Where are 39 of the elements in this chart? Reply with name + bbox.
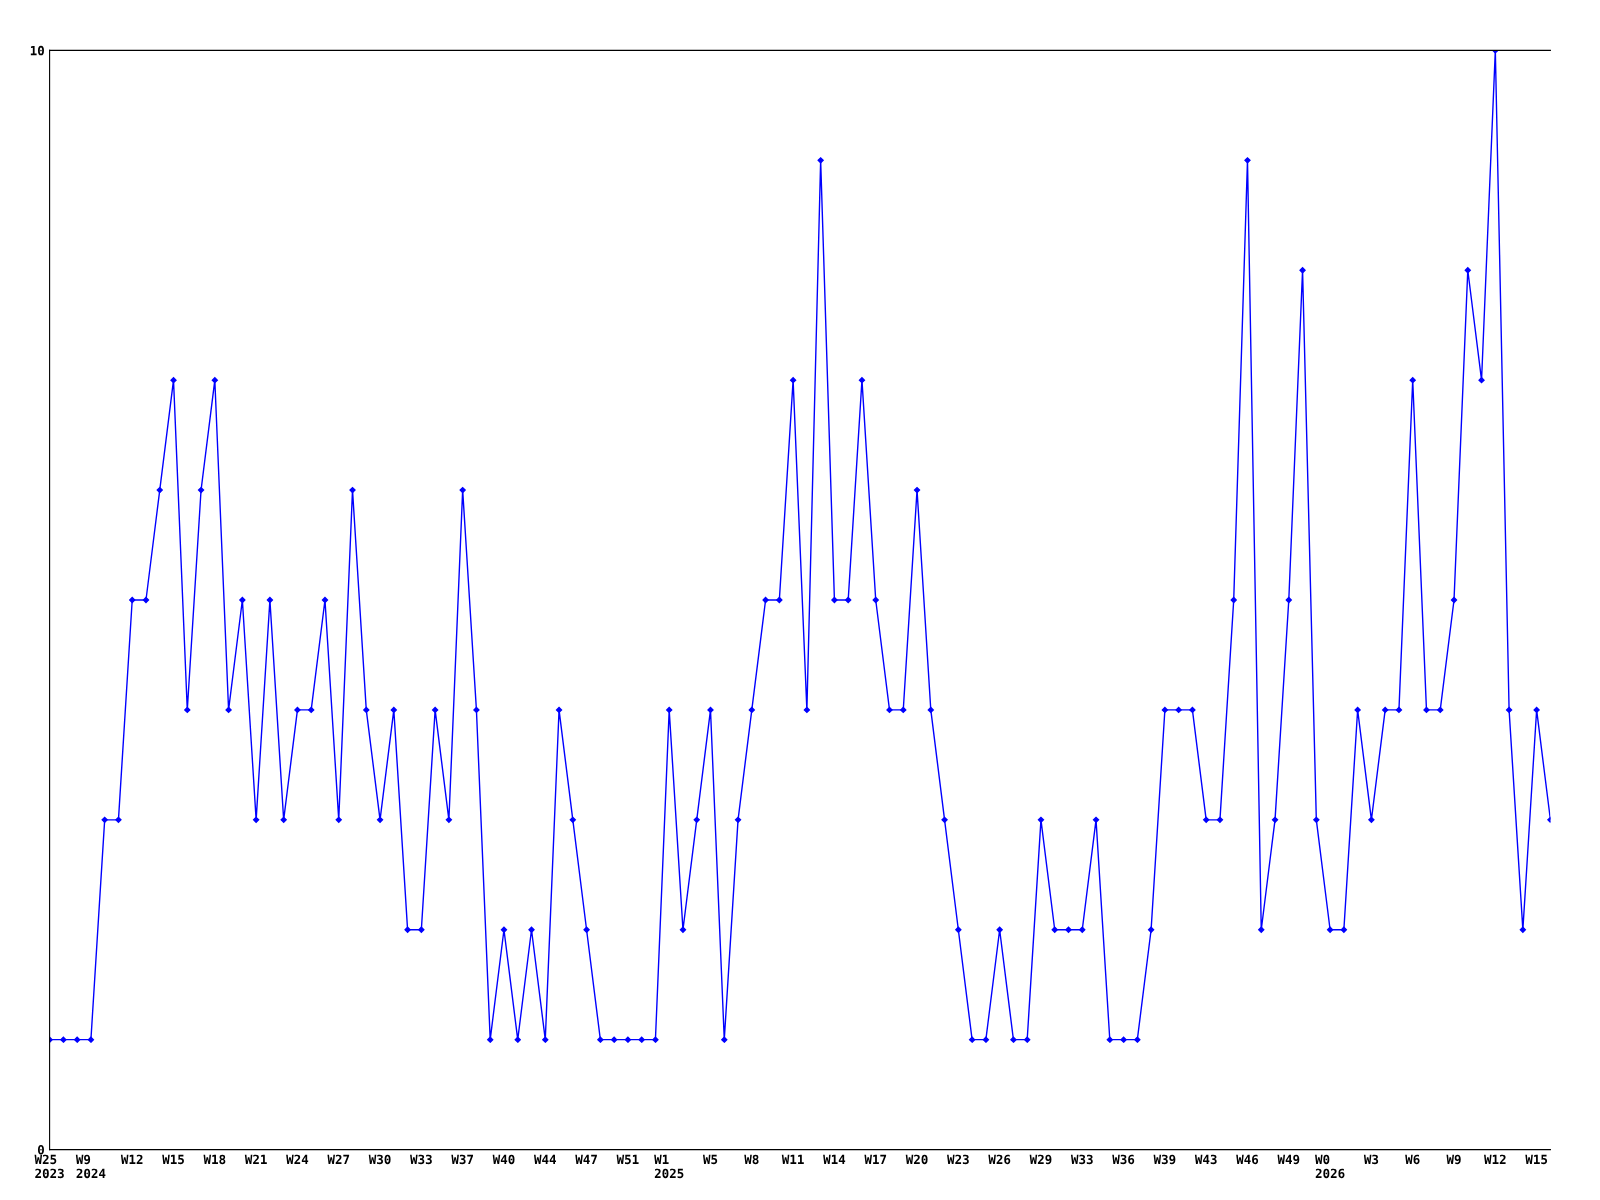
x-tick-label: W29 (1029, 1154, 1052, 1165)
x-tick-label: W26 (988, 1154, 1011, 1165)
x-tick-label: W44 (533, 1154, 557, 1164)
x-tick-label: W3 (1363, 1154, 1379, 1165)
x-tick-label: W33 (410, 1154, 432, 1165)
x-tick-label: W15 (162, 1154, 184, 1165)
x-tick-label: W15 (1525, 1154, 1548, 1165)
x-tick-label: W30 (368, 1154, 391, 1165)
x-tick-label: W17 (864, 1154, 887, 1164)
x-tick-label: W51 (616, 1154, 639, 1165)
x-tick-label: W5 (702, 1154, 718, 1165)
x-tick-label: W36 (1112, 1154, 1135, 1165)
y-tick-label: 0 (37, 1145, 44, 1155)
x-tick-label: W23 (947, 1154, 969, 1165)
x-tick-label: W20 (905, 1154, 928, 1165)
x-tick-label: W21 (244, 1154, 267, 1164)
x-tick-label: W33 (1070, 1154, 1093, 1165)
x-tick-label: W12 (120, 1154, 143, 1164)
x-tick-label: W40 (492, 1154, 515, 1165)
x-tick-label: W49 (1277, 1154, 1300, 1165)
x-tick-label: W11 (781, 1154, 804, 1164)
x-tick-label: W39 (1153, 1154, 1176, 1165)
x-tick-label: W0 2026 (1315, 1154, 1345, 1179)
x-tick-label: W1 2025 (654, 1154, 684, 1179)
x-tick-label: W8 (744, 1154, 759, 1165)
x-tick-label: W47 (575, 1154, 597, 1164)
x-tick-label: W43 (1194, 1154, 1217, 1165)
y-tick-label: 10 (30, 45, 44, 56)
x-tick-label: W14 (823, 1154, 846, 1164)
x-tick-label: W9 2024 (75, 1154, 106, 1179)
x-tick-label: W18 (203, 1154, 226, 1165)
x-tick-label: W12 (1484, 1154, 1506, 1164)
x-tick-label: W9 (1446, 1154, 1461, 1165)
x-tick-label: W6 (1405, 1154, 1420, 1165)
x-tick-label: W37 (451, 1154, 474, 1165)
x-tick-label: W25 2023 (34, 1154, 64, 1179)
x-tick-label: W46 (1236, 1154, 1259, 1165)
x-tick-label: W27 (327, 1154, 350, 1164)
x-tick-label: W24 (286, 1154, 309, 1164)
